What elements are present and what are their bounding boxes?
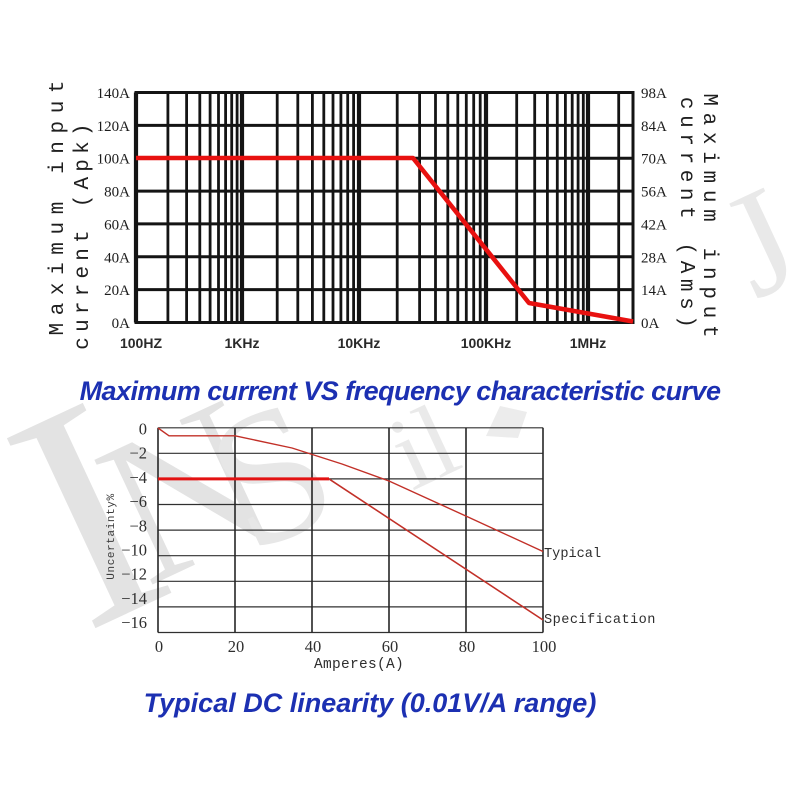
svg-text:Uncertainty%: Uncertainty% bbox=[106, 493, 118, 579]
svg-text:40A: 40A bbox=[104, 250, 130, 266]
svg-text:60A: 60A bbox=[104, 217, 130, 233]
svg-text:Typical: Typical bbox=[544, 547, 601, 562]
svg-text:Maximum input: Maximum input bbox=[697, 93, 720, 344]
svg-text:98A: 98A bbox=[641, 86, 667, 102]
svg-text:84A: 84A bbox=[641, 119, 667, 135]
svg-text:0A: 0A bbox=[641, 316, 660, 332]
svg-text:60: 60 bbox=[382, 637, 399, 656]
svg-text:70A: 70A bbox=[641, 152, 667, 168]
svg-text:0: 0 bbox=[139, 420, 147, 439]
svg-text:120A: 120A bbox=[97, 119, 131, 135]
svg-text:−12: −12 bbox=[121, 565, 147, 584]
svg-text:Maximum input: Maximum input bbox=[47, 73, 70, 336]
svg-text:20A: 20A bbox=[104, 283, 130, 299]
svg-text:100KHz: 100KHz bbox=[461, 335, 512, 351]
svg-text:−8: −8 bbox=[129, 516, 147, 535]
svg-text:56A: 56A bbox=[641, 185, 667, 201]
svg-text:140A: 140A bbox=[97, 86, 131, 102]
svg-text:Maximum current VS frequency c: Maximum current VS frequency characteris… bbox=[80, 376, 721, 406]
svg-text:100A: 100A bbox=[97, 152, 131, 168]
svg-text:10KHz: 10KHz bbox=[338, 335, 381, 351]
svg-text:0A: 0A bbox=[112, 316, 131, 332]
svg-text:current (Ams): current (Ams) bbox=[674, 97, 697, 334]
svg-text:40: 40 bbox=[305, 637, 322, 656]
svg-text:20: 20 bbox=[228, 637, 245, 656]
svg-text:−4: −4 bbox=[129, 468, 147, 487]
svg-text:1MHz: 1MHz bbox=[570, 335, 607, 351]
svg-text:14A: 14A bbox=[641, 283, 667, 299]
svg-text:100: 100 bbox=[532, 637, 557, 656]
svg-text:42A: 42A bbox=[641, 217, 667, 233]
svg-text:1KHz: 1KHz bbox=[224, 335, 259, 351]
svg-text:−14: −14 bbox=[121, 589, 147, 608]
svg-text:−6: −6 bbox=[129, 492, 147, 511]
svg-text:80: 80 bbox=[459, 637, 476, 656]
svg-text:Amperes(A): Amperes(A) bbox=[314, 657, 404, 673]
svg-text:0: 0 bbox=[155, 637, 163, 656]
svg-text:current (Apk): current (Apk) bbox=[72, 118, 95, 349]
svg-text:80A: 80A bbox=[104, 185, 130, 201]
svg-text:28A: 28A bbox=[641, 250, 667, 266]
svg-text:−2: −2 bbox=[129, 444, 147, 463]
svg-text:100HZ: 100HZ bbox=[120, 335, 162, 351]
svg-text:Typical DC linearity (0.01V/A: Typical DC linearity (0.01V/A range) bbox=[144, 688, 597, 718]
svg-text:−16: −16 bbox=[121, 613, 147, 632]
svg-text:−10: −10 bbox=[121, 541, 147, 560]
svg-text:Specification: Specification bbox=[544, 613, 656, 628]
